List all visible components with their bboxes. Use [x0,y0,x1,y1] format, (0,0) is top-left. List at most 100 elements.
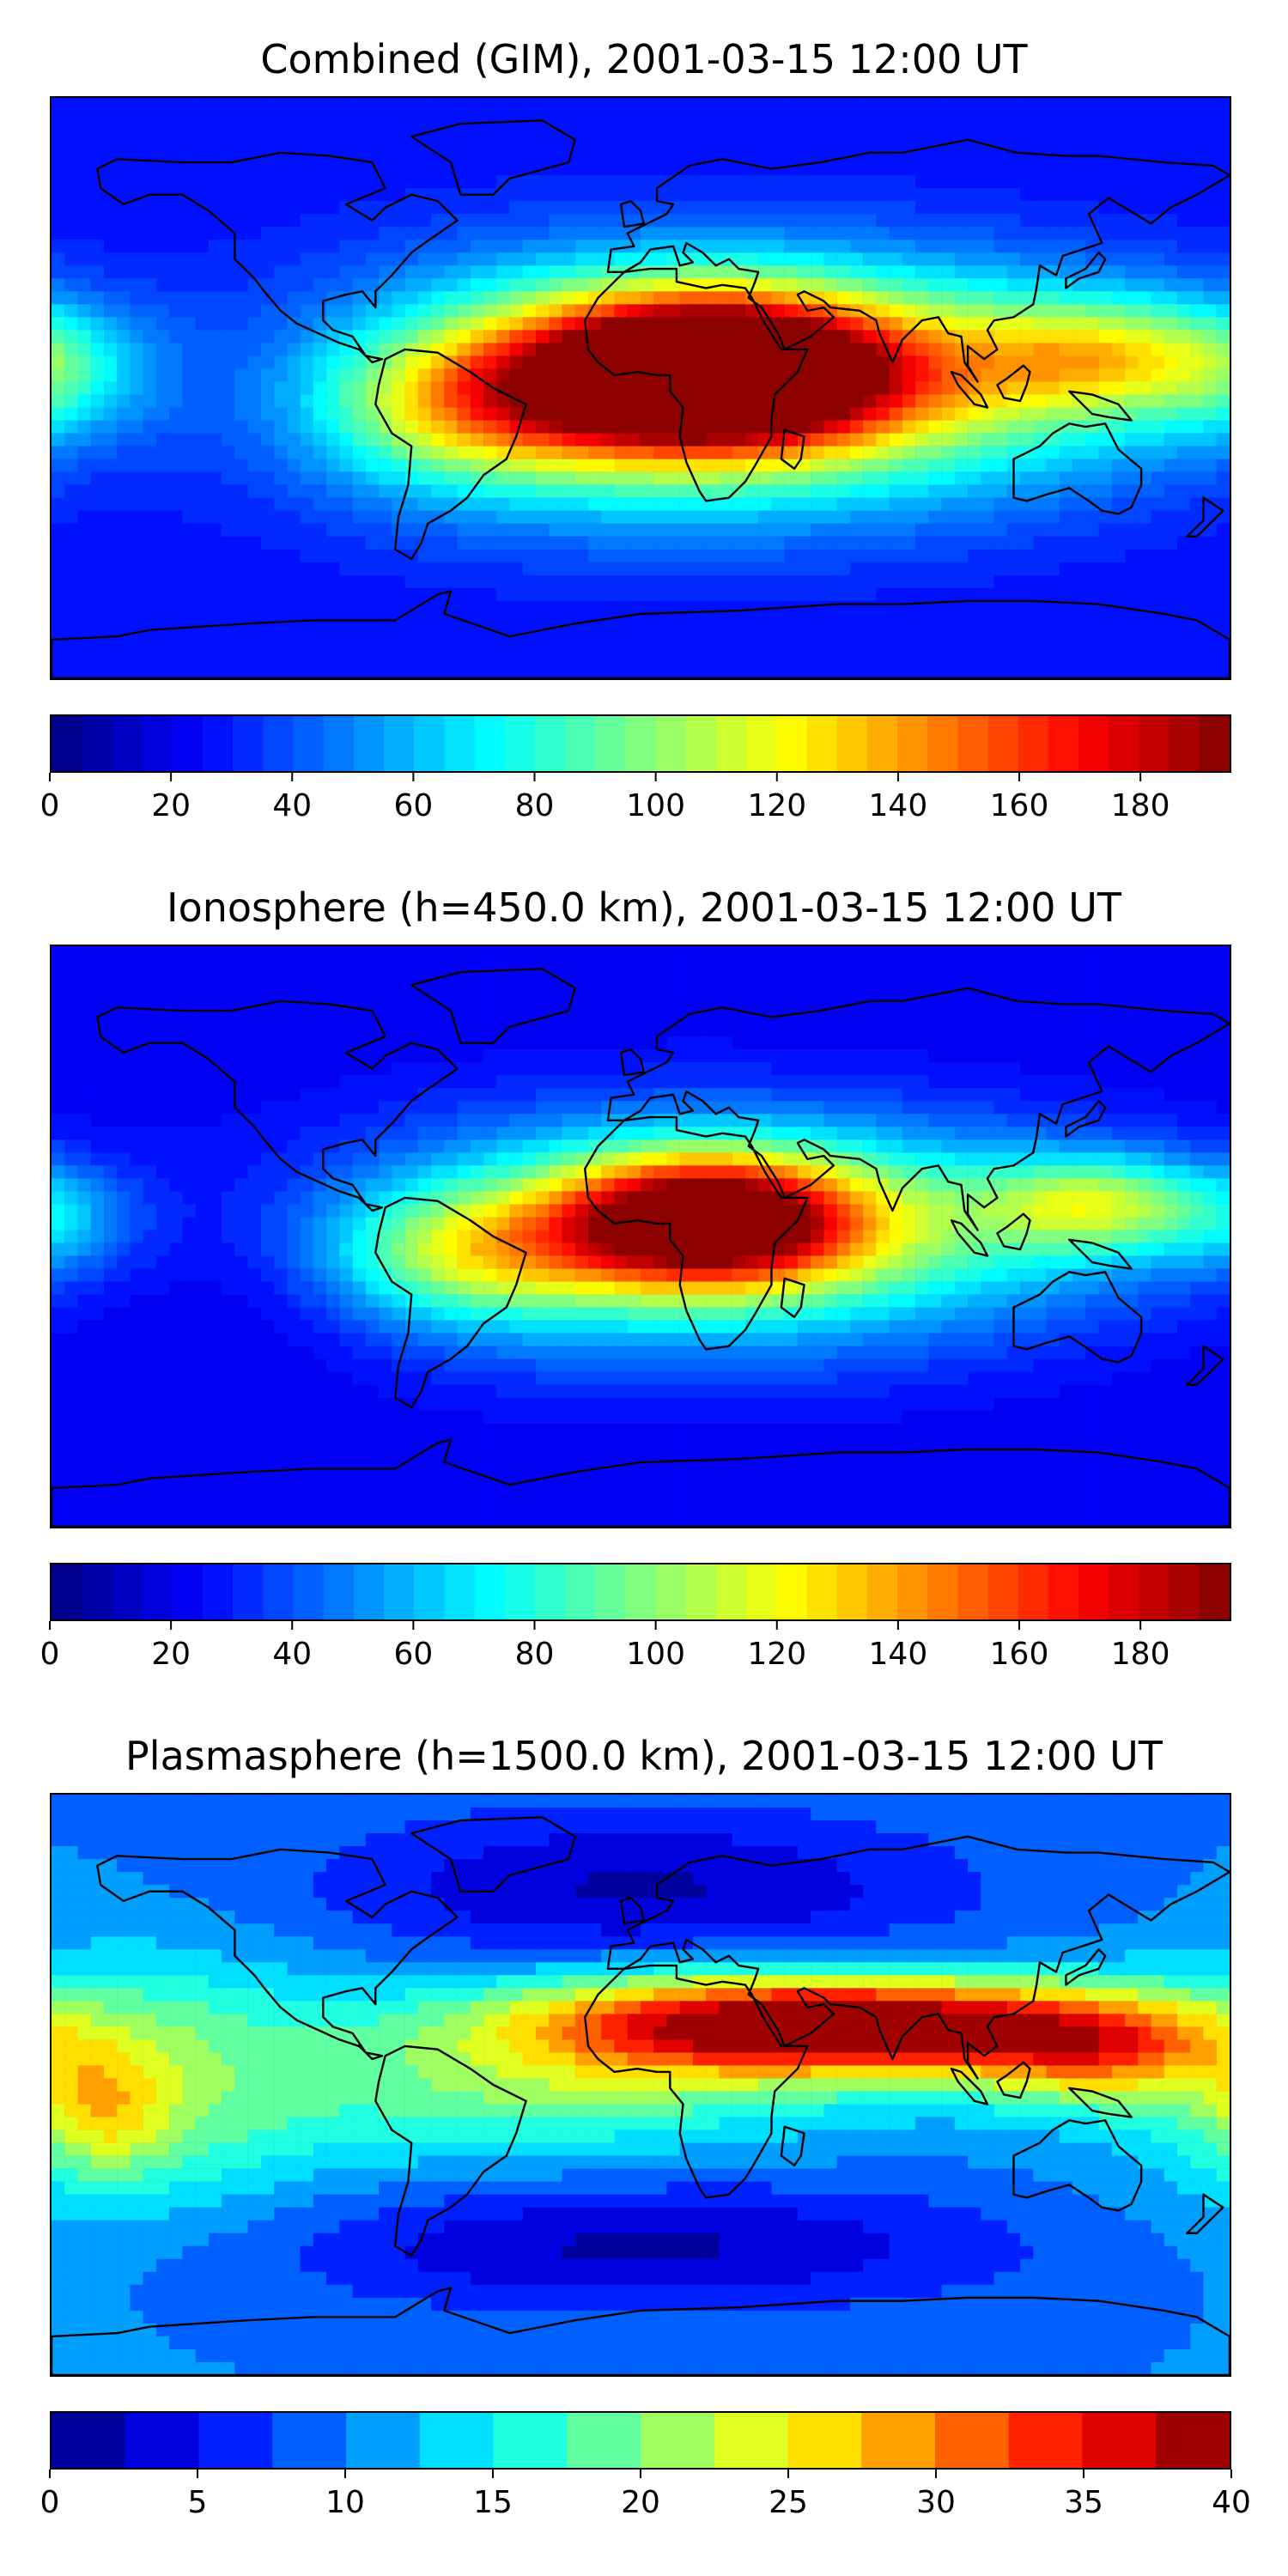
heatmap-cell [981,330,994,343]
heatmap-cell [836,484,851,498]
heatmap-cell [1033,317,1047,331]
heatmap-cell [588,471,602,485]
heatmap-cell [574,510,589,524]
heatmap-cell [1085,175,1099,189]
heatmap-cell [234,137,248,150]
heatmap-cell [247,124,262,137]
heatmap-cell [260,162,275,176]
heatmap-cell [1190,998,1204,1012]
heatmap-cell [1151,175,1164,189]
heatmap-cell [326,1036,340,1050]
heatmap-cell [352,484,367,498]
heatmap-cell [1190,536,1204,550]
heatmap-cell [823,201,837,215]
heatmap-cell [522,252,537,266]
heatmap-cell [143,446,157,459]
heatmap-cell [706,137,720,150]
heatmap-cell [993,1011,1008,1024]
heatmap-cell [706,343,720,356]
heatmap-cell [706,946,720,960]
heatmap-cell [836,420,851,434]
heatmap-cell [758,252,772,266]
heatmap-cell [457,600,471,615]
heatmap-cell [836,240,851,253]
heatmap-cell [601,536,615,550]
heatmap-cell [588,510,602,524]
heatmap-cell [300,523,314,537]
heatmap-cell [90,381,105,395]
heatmap-cell [588,111,602,125]
heatmap-cell [902,368,916,382]
heatmap-cell [941,510,956,524]
heatmap-cell [457,972,471,986]
heatmap-cell [444,549,458,562]
heatmap-cell [758,291,772,305]
heatmap-cell [352,985,367,999]
heatmap-cell [744,420,759,434]
heatmap-cell [797,1024,811,1037]
heatmap-cell [1111,626,1126,641]
heatmap-cell [981,459,994,472]
heatmap-cell [811,665,824,678]
heatmap-cell [274,1049,288,1063]
heatmap-cell [143,149,157,163]
heatmap-cell [247,240,262,253]
heatmap-cell [392,278,405,292]
heatmap-cell [77,149,91,163]
heatmap-cell [1006,497,1021,511]
heatmap-cell [562,652,575,666]
heatmap-cell [1151,201,1164,215]
heatmap-cell [522,1062,537,1076]
heatmap-cell [1138,343,1151,356]
heatmap-cell [77,214,91,228]
heatmap-cell [666,291,680,305]
heatmap-cell [300,484,314,498]
heatmap-cell [143,330,157,343]
heatmap-cell [1046,459,1060,472]
heatmap-cell [811,639,824,653]
heatmap-cell [509,278,523,292]
heatmap-cell [1163,98,1178,112]
heatmap-cell [417,162,432,176]
heatmap-cell [1098,227,1112,240]
heatmap-cell [444,381,458,395]
heatmap-cell [274,1036,288,1050]
heatmap-cell [588,240,602,253]
heatmap-cell [692,188,707,202]
heatmap-cell [64,959,78,973]
heatmap-cell [876,355,890,369]
heatmap-cell [1177,972,1191,986]
heatmap-cell [483,98,497,112]
heatmap-cell [1059,946,1073,960]
heatmap-cell [1190,394,1204,408]
heatmap-cell [653,972,667,986]
heatmap-cell [614,510,628,524]
heatmap-cell [876,1049,890,1063]
heatmap-cell [300,998,314,1012]
heatmap-cell [64,510,78,524]
heatmap-cell [496,420,510,434]
heatmap-cell [692,446,707,459]
heatmap-cell [1203,574,1217,589]
heatmap-cell [234,1011,248,1024]
heatmap-cell [352,639,367,653]
heatmap-cell [1072,227,1086,240]
heatmap-cell [719,368,732,382]
heatmap-cell [130,420,143,434]
heatmap-cell [130,1062,143,1076]
heatmap-cell [1046,959,1060,973]
heatmap-cell [536,433,550,447]
heatmap-cell [562,252,575,266]
heatmap-cell [1033,394,1047,408]
heatmap-cell [130,98,143,112]
heatmap-cell [1125,124,1139,137]
heatmap-cell [692,98,707,112]
heatmap-cell [155,149,170,163]
heatmap-cell [1033,549,1047,562]
heatmap-cell [653,304,667,318]
heatmap-cell [981,240,994,253]
heatmap-cell [811,587,824,602]
colorbar-tick-label: 0 [40,788,60,823]
heatmap-cell [470,652,484,666]
heatmap-cell [981,175,994,189]
